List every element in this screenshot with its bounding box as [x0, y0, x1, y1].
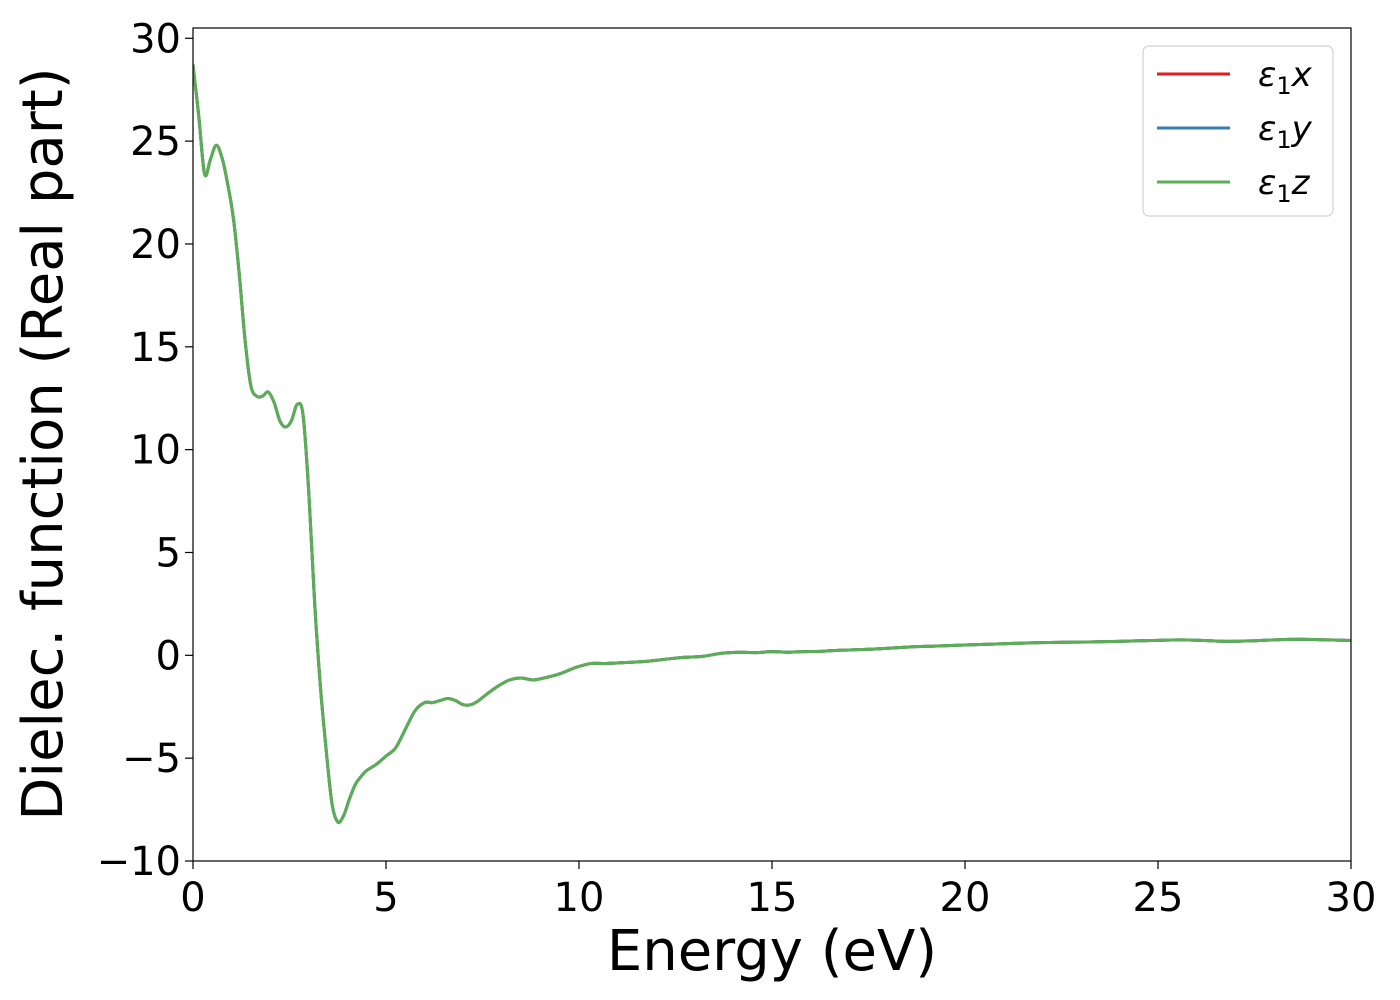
x-tick-label: 10 [554, 875, 605, 921]
x-tick-label: 25 [1133, 875, 1184, 921]
y-tick-label: 15 [130, 325, 181, 371]
y-axis-label: Dielec. function (Real part) [11, 67, 76, 820]
y-tick-label: −10 [97, 839, 181, 885]
legend-symbol: ε [1258, 109, 1276, 149]
y-tick-label: 0 [156, 633, 181, 679]
legend-symbol: ε [1258, 55, 1276, 95]
legend-component: y [1291, 109, 1313, 149]
legend-subscript: 1 [1276, 72, 1291, 100]
x-axis-ticks: 0 5 10 15 20 25 30 [180, 861, 1376, 921]
y-tick-label: −5 [122, 736, 181, 782]
y-tick-label: 20 [130, 222, 181, 268]
x-tick-label: 0 [180, 875, 205, 921]
y-tick-label: 10 [130, 428, 181, 474]
x-tick-label: 30 [1326, 875, 1377, 921]
legend-frame [1142, 45, 1334, 217]
series-layer [193, 63, 1351, 824]
plot-area [192, 27, 1352, 862]
legend-subscript: 1 [1276, 126, 1291, 154]
y-axis-ticks: −10 −5 0 5 10 15 20 25 30 [97, 16, 193, 885]
legend-symbol: ε [1258, 163, 1276, 203]
x-tick-label: 5 [373, 875, 398, 921]
legend-label-z: ε1z [1258, 163, 1311, 208]
legend-subscript: 1 [1276, 180, 1291, 208]
legend-component: z [1291, 163, 1311, 203]
y-tick-label: 30 [130, 16, 181, 62]
x-tick-label: 15 [747, 875, 798, 921]
legend-label-x: ε1x [1258, 55, 1313, 100]
y-tick-label: 5 [156, 530, 181, 576]
series-line-epsilon1z [193, 63, 1351, 824]
x-axis-label: Energy (eV) [607, 919, 937, 984]
legend-label-y: ε1y [1258, 109, 1313, 154]
legend-component: x [1291, 55, 1313, 95]
y-tick-label: 25 [130, 119, 181, 165]
x-tick-label: 20 [940, 875, 991, 921]
